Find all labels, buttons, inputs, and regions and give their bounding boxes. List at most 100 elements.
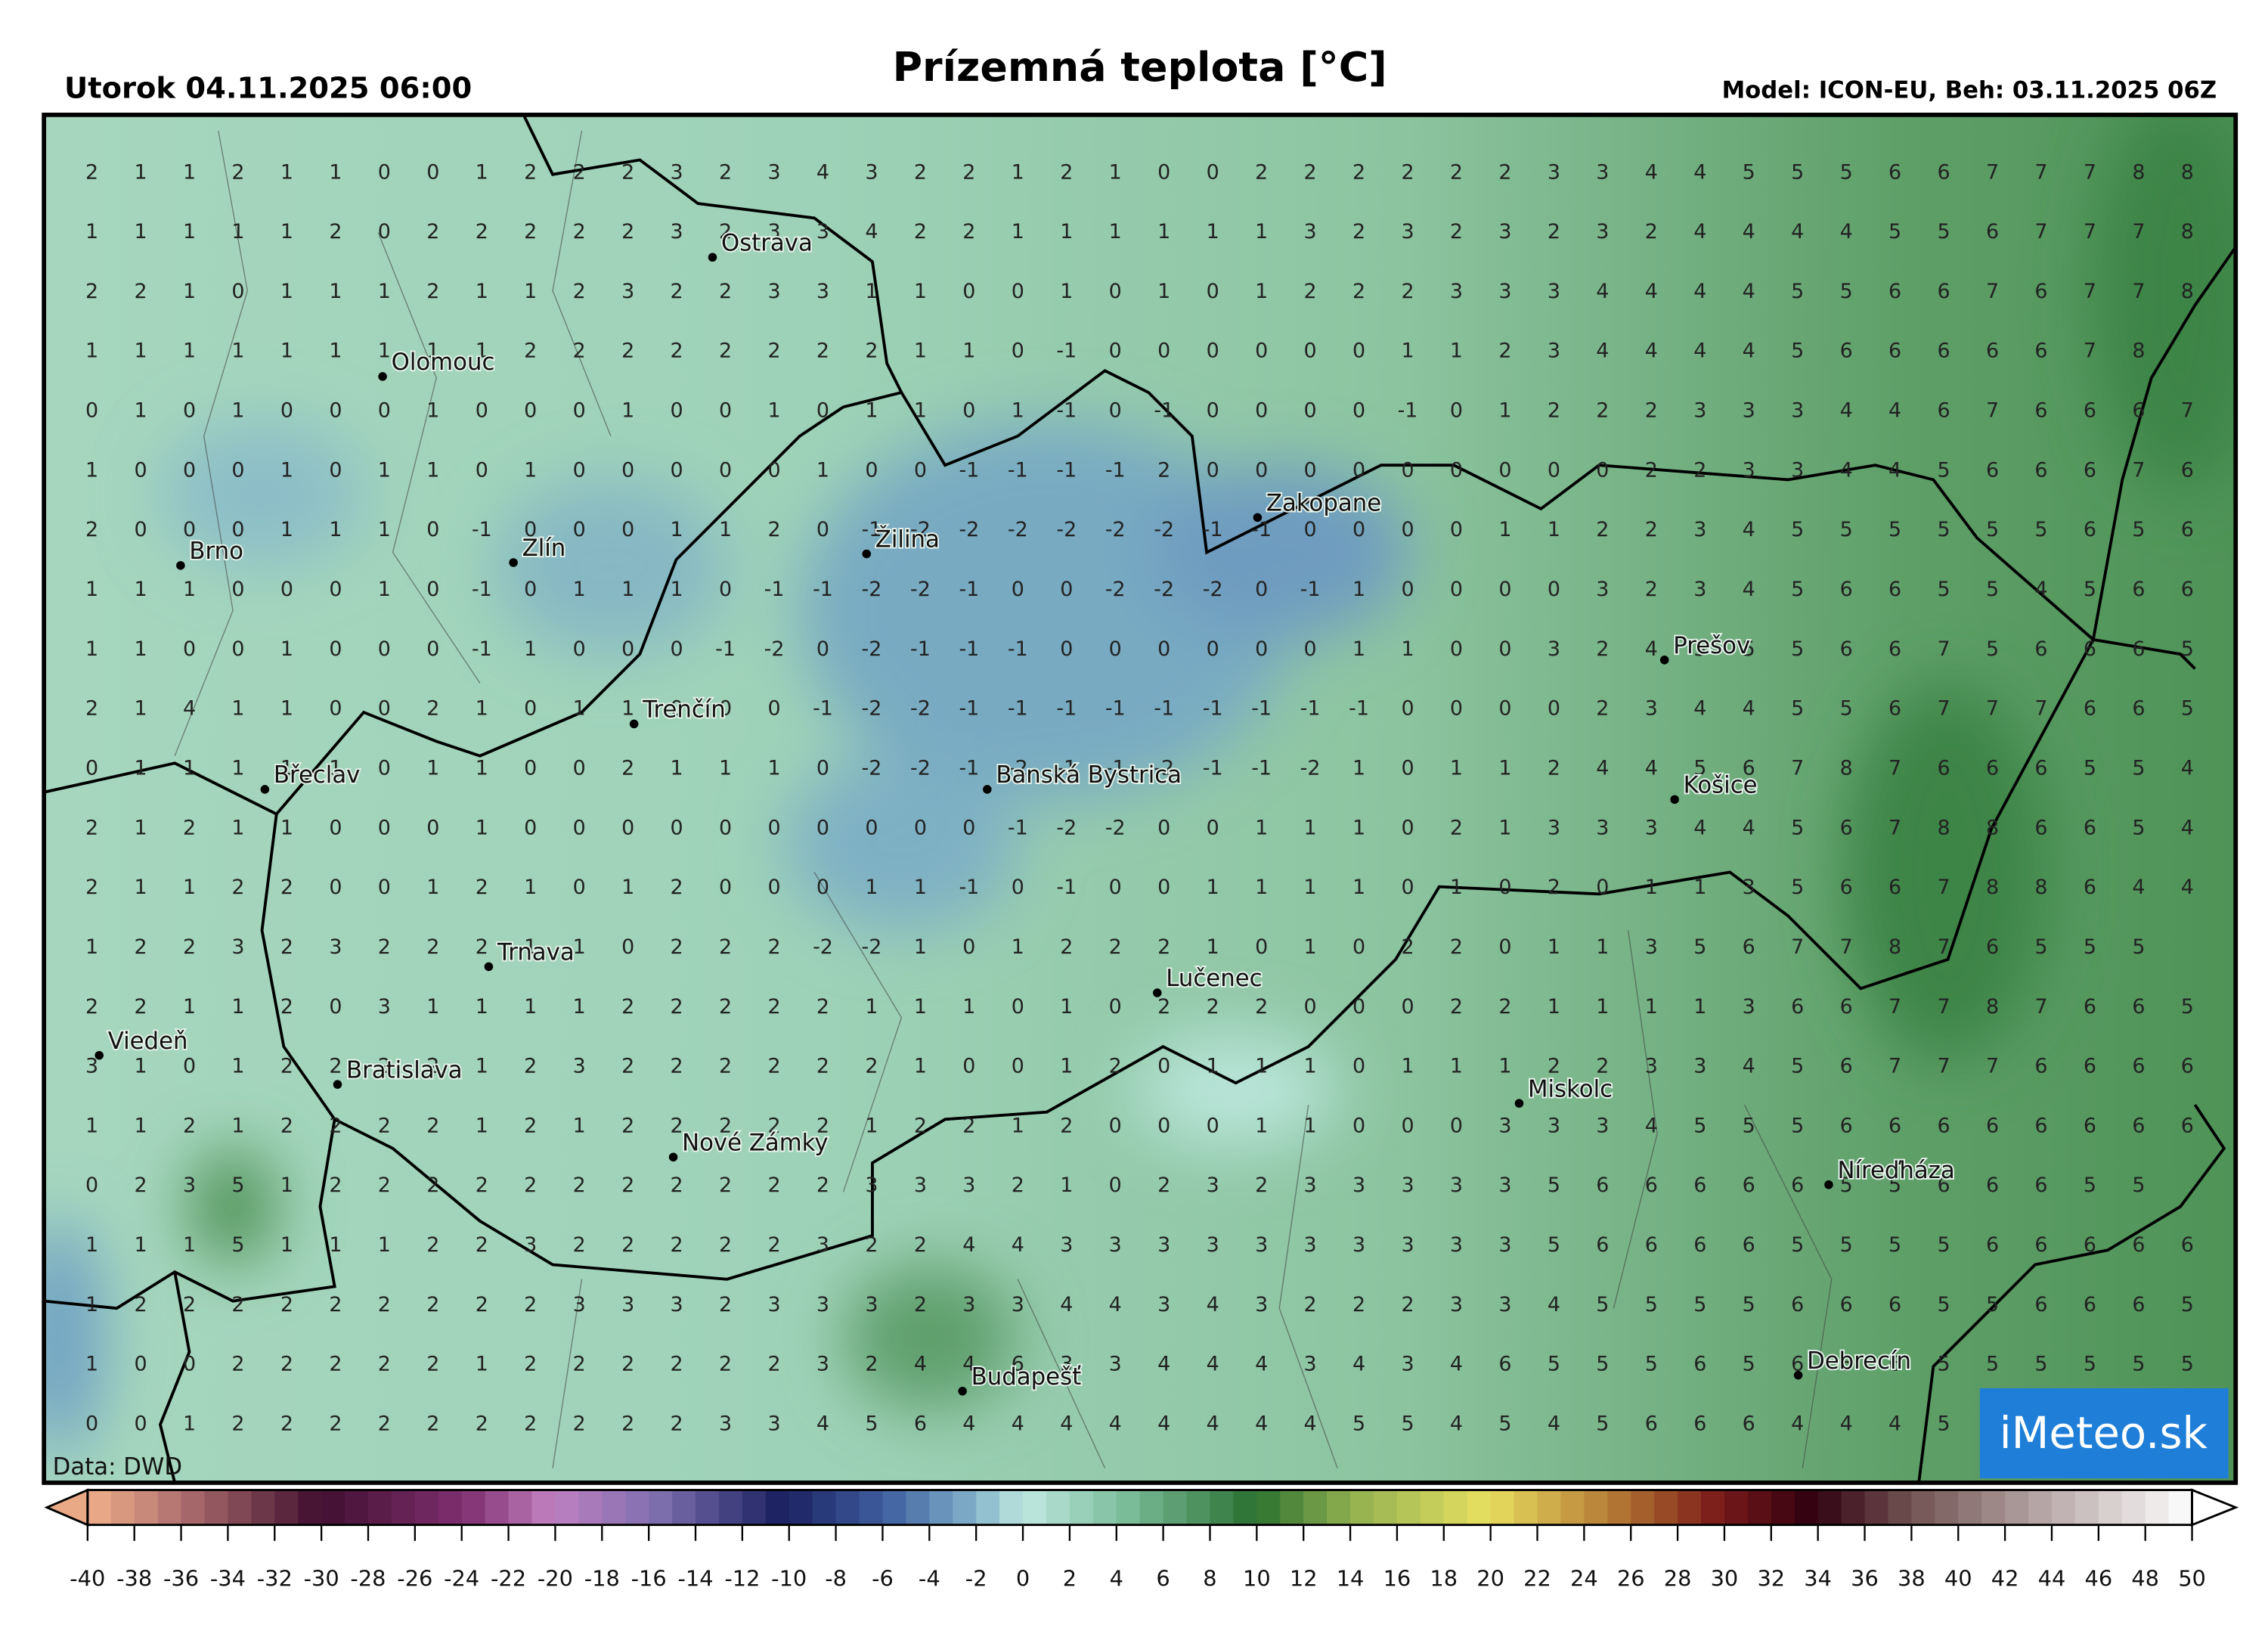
colorbar-cell (414, 1490, 439, 1525)
grid-value: 6 (1693, 1174, 1706, 1197)
grid-value: 1 (134, 220, 147, 243)
colorbar-cell (882, 1490, 907, 1525)
grid-value: 2 (1596, 518, 1609, 541)
colorbar-cell (181, 1490, 206, 1525)
grid-value: 2 (816, 1174, 829, 1197)
colorbar-cell (953, 1490, 978, 1525)
grid-value: 0 (1304, 995, 1317, 1019)
grid-value: 2 (621, 756, 634, 780)
colorbar-tick-label: 8 (1203, 1566, 1216, 1592)
grid-value: 1 (378, 578, 391, 601)
grid-value: 0 (1498, 637, 1511, 661)
grid-value: 0 (1498, 935, 1511, 959)
colorbar-tick-label: -40 (70, 1566, 105, 1592)
grid-value: 0 (1450, 1114, 1463, 1137)
city-label: Prešov (1673, 632, 1750, 659)
grid-value: 2 (476, 220, 488, 243)
colorbar-cell (1514, 1490, 1538, 1525)
grid-value: 2 (426, 1055, 439, 1078)
grid-value: -1 (1056, 756, 1077, 780)
grid-value: 0 (1012, 876, 1024, 899)
grid-value: 4 (1888, 1412, 1901, 1436)
grid-value: 2 (1450, 995, 1463, 1019)
grid-value: 1 (1401, 637, 1414, 661)
grid-value: -1 (1008, 816, 1028, 839)
grid-value: 2 (1645, 399, 1658, 423)
grid-value: 2 (914, 220, 927, 243)
grid-value: -2 (1300, 756, 1321, 780)
grid-value: 0 (1255, 399, 1268, 423)
grid-value: 2 (914, 1114, 927, 1137)
grid-value: 6 (1743, 1412, 1755, 1436)
colorbar-tick-label: 46 (2084, 1566, 2112, 1592)
grid-value: 4 (2181, 816, 2194, 839)
grid-value: 2 (1548, 756, 1560, 780)
grid-value: 3 (1498, 1233, 1511, 1257)
grid-value: 2 (85, 518, 98, 541)
grid-value: 2 (719, 220, 732, 243)
grid-value: 6 (2132, 1233, 2145, 1257)
grid-value: 0 (378, 220, 391, 243)
grid-value: 5 (1498, 1412, 1511, 1436)
grid-value: 3 (767, 1293, 780, 1316)
colorbar-cell (789, 1490, 813, 1525)
grid-value: 4 (1840, 220, 1853, 243)
grid-value: 6 (2084, 637, 2096, 661)
grid-value: 3 (1450, 1174, 1463, 1197)
grid-value: 2 (671, 1174, 683, 1197)
grid-value: 1 (85, 1353, 98, 1376)
grid-value: 1 (719, 756, 732, 780)
grid-value: 1 (962, 340, 975, 363)
grid-value: 4 (1693, 280, 1706, 303)
colorbar-cell (2168, 1490, 2193, 1525)
colorbar-cell (2028, 1490, 2053, 1525)
grid-value: 2 (426, 1233, 439, 1257)
grid-value: 0 (1207, 280, 1219, 303)
grid-value: 0 (719, 697, 732, 721)
grid-value: 0 (426, 518, 439, 541)
grid-value: 0 (573, 756, 586, 780)
grid-value: 1 (183, 1412, 196, 1436)
grid-value: 2 (378, 1114, 391, 1137)
grid-value: 5 (1743, 1293, 1755, 1316)
grid-value: 7 (1888, 756, 1901, 780)
grid-value: 2 (280, 1293, 293, 1316)
grid-value: 6 (1938, 399, 1950, 423)
grid-value: 6 (2034, 340, 2047, 363)
grid-value: 3 (1352, 1233, 1365, 1257)
grid-value: 0 (1352, 399, 1365, 423)
grid-value: -1 (1349, 697, 1369, 721)
colorbar-cell (1443, 1490, 1468, 1525)
grid-value: 1 (280, 220, 293, 243)
grid-value: 6 (2181, 1114, 2194, 1137)
grid-value: 3 (1060, 1353, 1073, 1376)
grid-value: 5 (1840, 280, 1853, 303)
grid-value: 6 (2084, 876, 2096, 899)
grid-value: 0 (1255, 935, 1268, 959)
grid-value: 3 (865, 160, 878, 184)
grid-value: 6 (1743, 1233, 1755, 1257)
grid-value: 2 (280, 876, 293, 899)
grid-value: 1 (671, 518, 683, 541)
grid-value: 0 (1498, 578, 1511, 601)
grid-value: 6 (2034, 756, 2047, 780)
grid-value: 1 (1255, 1055, 1268, 1078)
grid-value: 0 (1109, 995, 1122, 1019)
city-dot (668, 1152, 678, 1162)
grid-value: 0 (378, 697, 391, 721)
grid-value: 5 (1743, 1353, 1755, 1376)
grid-value: 6 (2034, 280, 2047, 303)
grid-value: 5 (1352, 1412, 1365, 1436)
grid-value: 6 (1888, 280, 1901, 303)
grid-value: 2 (280, 1055, 293, 1078)
grid-value: 2 (1304, 1293, 1317, 1316)
grid-value: 1 (524, 637, 537, 661)
grid-value: 1 (524, 995, 537, 1019)
grid-value: 1 (1304, 1114, 1317, 1137)
grid-value: 4 (1743, 1055, 1755, 1078)
grid-value: 1 (1207, 220, 1219, 243)
grid-value: 1 (1157, 220, 1170, 243)
grid-value: 0 (671, 399, 683, 423)
grid-value: -1 (764, 578, 785, 601)
